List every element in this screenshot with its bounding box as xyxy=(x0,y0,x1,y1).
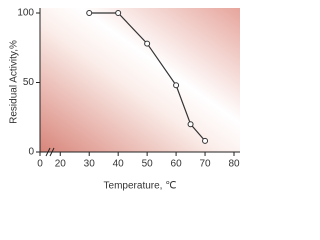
point xyxy=(115,10,122,16)
chart: Residual Activity,% Temperature, ℃ 0 50 10… xyxy=(9,8,240,192)
y-axis-label: Residual Activity,% xyxy=(9,40,20,124)
x-tick-label: 40 xyxy=(113,159,125,170)
point xyxy=(202,137,209,144)
axis-break xyxy=(49,147,55,157)
point xyxy=(144,40,151,47)
x-tick-label: 20 xyxy=(55,159,67,170)
plot-background xyxy=(40,8,240,152)
x-tick-label: 50 xyxy=(142,159,154,170)
point xyxy=(187,121,194,128)
x-axis-label: Temperature, ℃ xyxy=(104,181,177,192)
x-tick-label: 30 xyxy=(84,159,96,170)
point xyxy=(173,82,180,89)
x-tick-label: 60 xyxy=(171,159,183,170)
line xyxy=(89,12,206,142)
y-tick-label: 0 xyxy=(28,147,34,158)
axis-break xyxy=(45,147,51,157)
y-tick-label: 100 xyxy=(17,8,34,19)
y-tick-label: 50 xyxy=(23,77,35,88)
x-tick-label: 80 xyxy=(228,159,240,170)
x-tick-label: 70 xyxy=(199,159,211,170)
point xyxy=(86,10,93,16)
x-tick-label: 0 xyxy=(37,159,43,170)
